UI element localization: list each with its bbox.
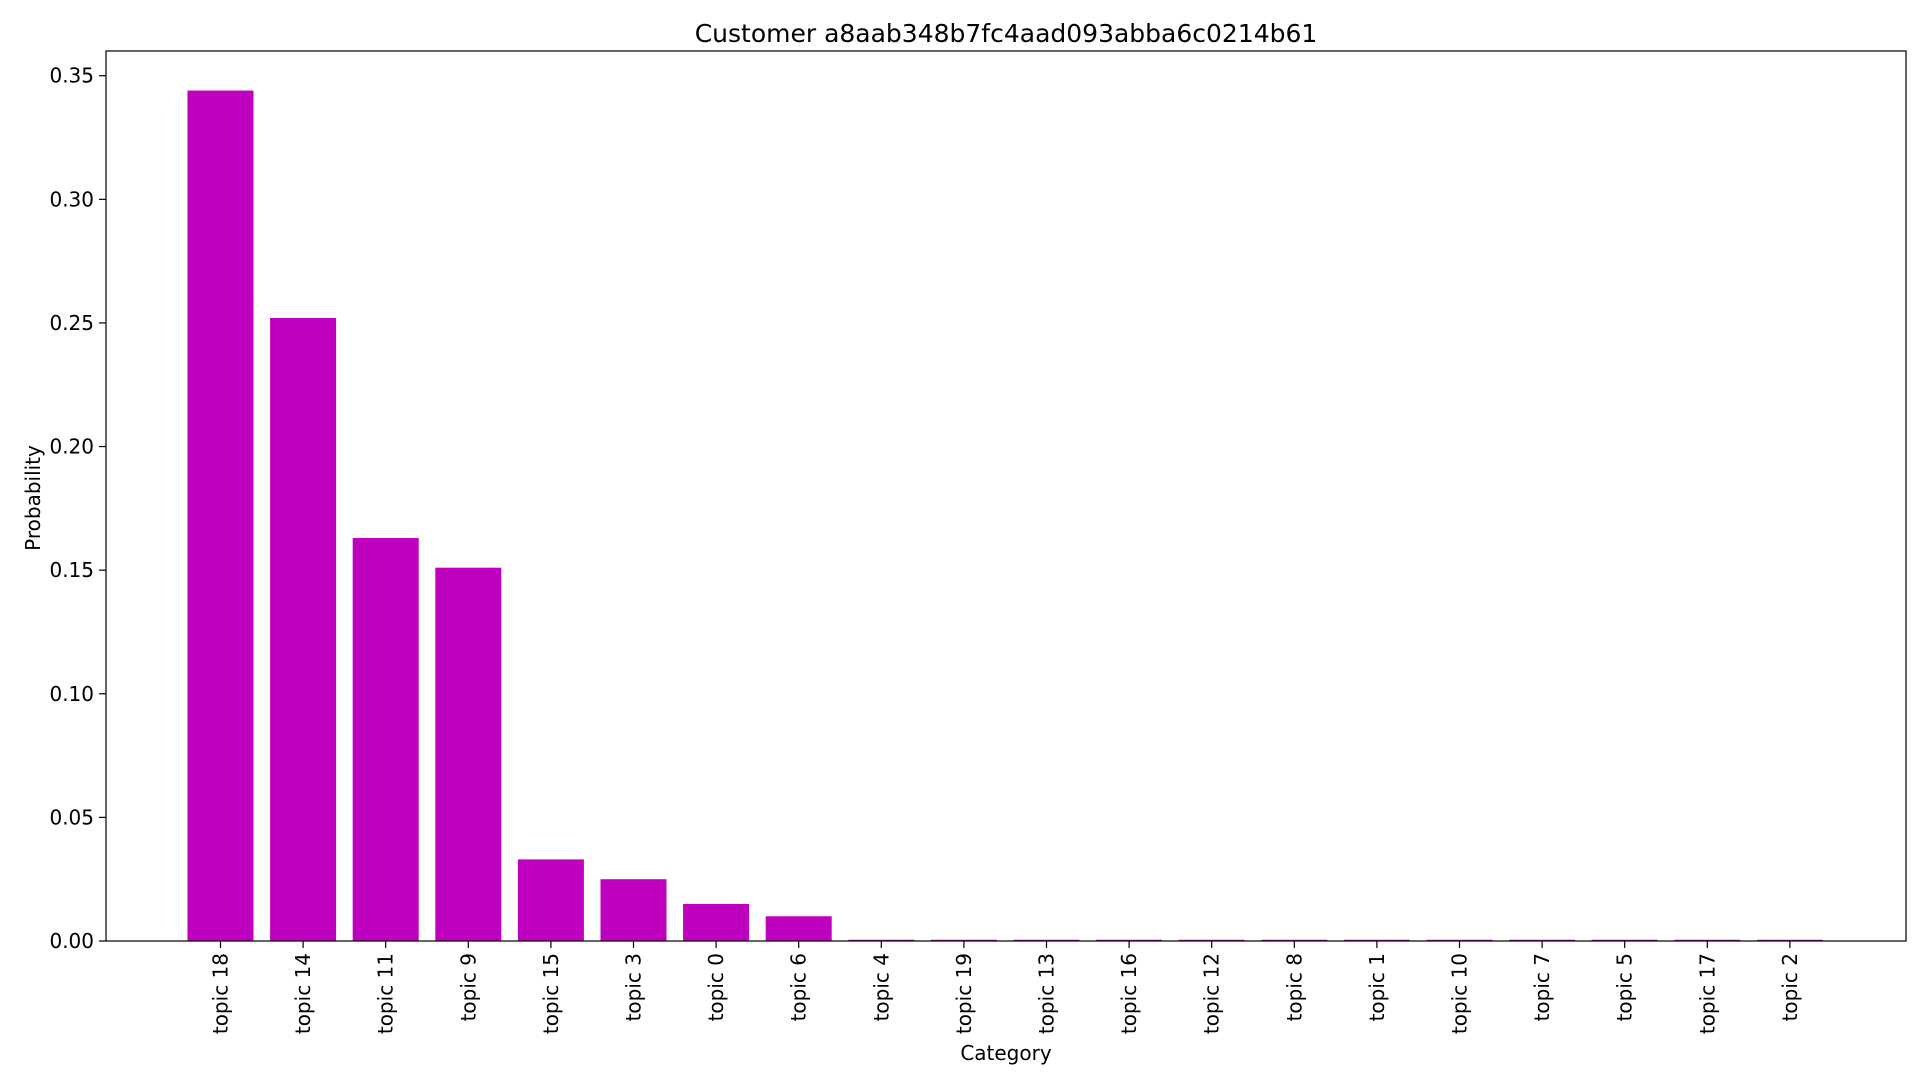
x-tick-label: topic 7 [1530, 953, 1554, 1021]
bar [1096, 939, 1163, 941]
bar [435, 567, 502, 941]
x-tick-label: topic 11 [374, 953, 398, 1034]
bars [187, 90, 1823, 942]
chart-title: Customer a8aab348b7fc4aad093abba6c0214b6… [695, 19, 1318, 48]
y-tick-label: 0.35 [49, 64, 94, 88]
bar [600, 879, 667, 941]
bar [270, 318, 337, 941]
bar [1426, 939, 1493, 941]
bar [1591, 939, 1658, 941]
bar [1674, 939, 1741, 941]
bar [765, 916, 832, 941]
x-tick-label: topic 17 [1695, 953, 1719, 1034]
x-tick-label: topic 18 [209, 953, 233, 1034]
bar [1178, 939, 1245, 941]
x-tick-label: topic 16 [1117, 953, 1141, 1034]
x-tick-label: topic 5 [1613, 953, 1637, 1021]
y-axis-label: Probability [21, 445, 45, 551]
x-tick-label: topic 4 [869, 953, 893, 1021]
x-axis: topic 18 topic 14 topic 11 topic 9 topic 15 t… [209, 941, 1802, 1034]
y-tick-label: 0.15 [49, 558, 94, 582]
bar [1013, 939, 1080, 941]
y-tick-label: 0.10 [49, 682, 94, 706]
x-tick-label: topic 14 [291, 953, 315, 1034]
bar [352, 538, 419, 941]
y-tick-label: 0.25 [49, 311, 94, 335]
x-tick-label: topic 2 [1778, 953, 1802, 1021]
x-tick-label: topic 0 [704, 953, 728, 1021]
bar [1343, 939, 1410, 941]
x-tick-label: topic 8 [1282, 953, 1306, 1021]
y-tick-label: 0.30 [49, 187, 94, 211]
x-tick-label: topic 13 [1035, 953, 1059, 1034]
bar [930, 939, 997, 941]
x-tick-label: topic 3 [622, 953, 646, 1021]
x-tick-label: topic 6 [787, 953, 811, 1021]
x-tick-label: topic 10 [1448, 953, 1472, 1034]
y-tick-label: 0.20 [49, 435, 94, 459]
bar [1756, 939, 1823, 941]
x-tick-label: topic 1 [1365, 953, 1389, 1021]
x-tick-label: topic 15 [539, 953, 563, 1034]
bar [683, 903, 750, 941]
bar [1509, 939, 1576, 941]
bar [187, 90, 254, 942]
y-tick-label: 0.05 [49, 805, 94, 829]
bar [848, 939, 915, 941]
x-tick-label: topic 9 [456, 953, 480, 1021]
x-tick-label: topic 19 [952, 953, 976, 1034]
y-axis: 0.00 0.05 0.10 0.15 0.20 0.25 0.30 0.35 [49, 64, 106, 953]
x-tick-label: topic 12 [1200, 953, 1224, 1034]
y-tick-label: 0.00 [49, 929, 94, 953]
bar [517, 859, 584, 941]
bar [1261, 939, 1328, 941]
x-axis-label: Category [960, 1041, 1052, 1065]
plot-frame [105, 50, 1907, 942]
